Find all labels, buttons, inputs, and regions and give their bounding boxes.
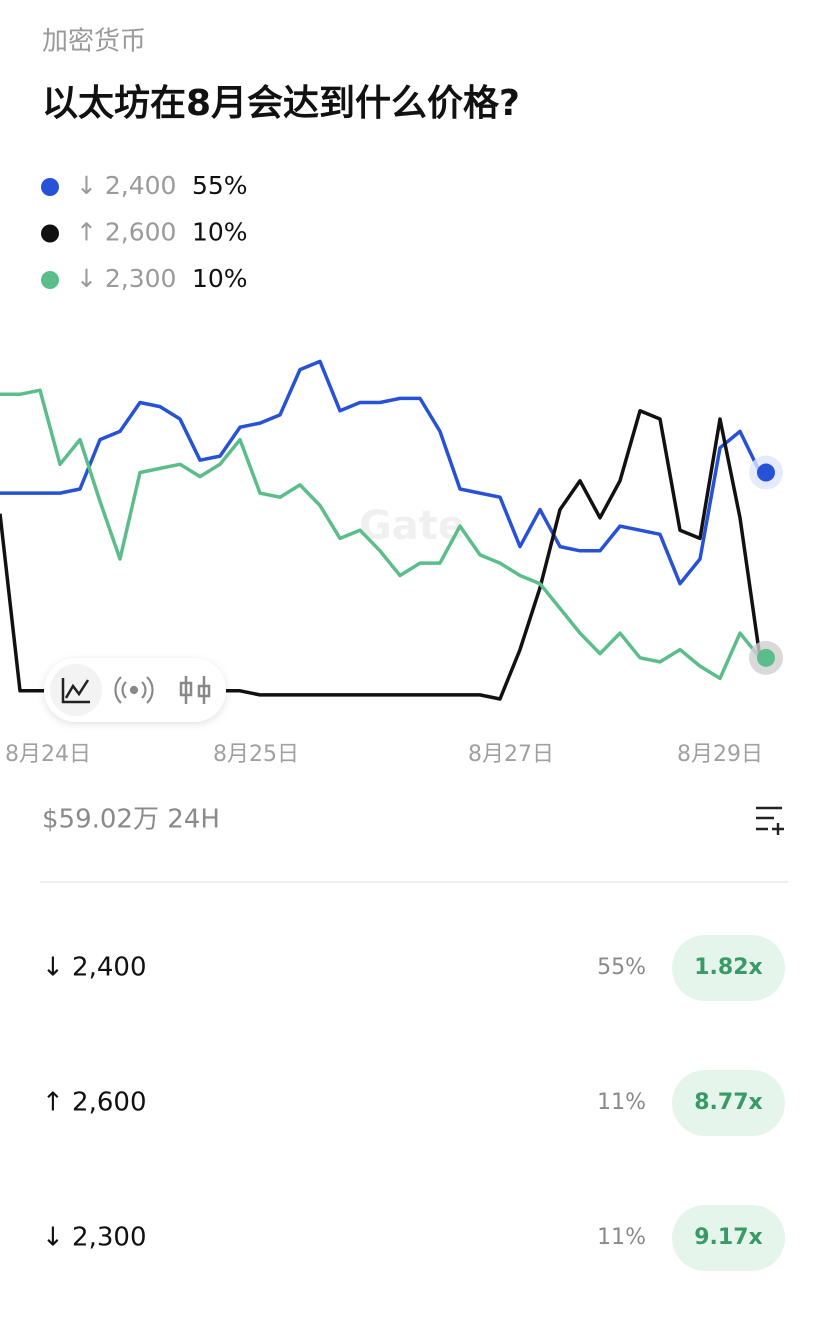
volume: $59.02万 24H bbox=[42, 805, 220, 835]
series-line bbox=[0, 359, 762, 586]
x-tick-label: 8月24日 bbox=[5, 742, 91, 767]
multiplier[interactable]: 1.82x bbox=[694, 955, 762, 980]
series-line bbox=[0, 409, 762, 701]
legend-value: 10% bbox=[192, 264, 248, 293]
candle-icon[interactable] bbox=[179, 676, 211, 704]
outcome-percent: 11% bbox=[597, 1090, 646, 1115]
multiplier-button[interactable] bbox=[672, 1205, 785, 1271]
outcome-name[interactable]: ↓ 2,400 bbox=[42, 953, 146, 983]
legend-name: ↓ 2,300 bbox=[76, 264, 176, 293]
chart-toolbar bbox=[44, 658, 226, 722]
end-dot bbox=[757, 648, 775, 667]
outcome-name[interactable]: ↑ 2,600 bbox=[42, 1088, 146, 1118]
outcome-percent: 11% bbox=[597, 1225, 646, 1250]
x-tick-label: 8月27日 bbox=[468, 742, 554, 767]
category: 加密货币 bbox=[42, 27, 146, 57]
line-chart-icon[interactable] bbox=[61, 678, 90, 704]
outcome-list: ↓ 2,400 55% 1.82x ↑ 2,600 11% 8.77x ↓ 2,300 11%… bbox=[42, 935, 785, 1271]
filter-icon[interactable] bbox=[756, 806, 784, 835]
x-tick-label: 8月29日 bbox=[677, 742, 763, 767]
legend-name: ↑ 2,600 bbox=[76, 218, 176, 247]
live-icon[interactable] bbox=[114, 676, 154, 704]
title: 以太坊在8月会达到什么价格? bbox=[42, 83, 520, 124]
legend-value: 55% bbox=[192, 171, 248, 200]
multiplier[interactable]: 8.77x bbox=[694, 1090, 762, 1115]
legend-name: ↓ 2,400 bbox=[76, 171, 176, 200]
series-line bbox=[0, 388, 762, 681]
legend-dot bbox=[41, 224, 59, 243]
legend-value: 10% bbox=[192, 218, 248, 247]
plot: Gate 8月24日 8月25日 8月27日 8月29日 bbox=[0, 359, 783, 767]
end-dot bbox=[757, 463, 775, 482]
outcome-name[interactable]: ↓ 2,300 bbox=[42, 1223, 146, 1253]
multiplier-button[interactable] bbox=[672, 1070, 785, 1136]
multiplier[interactable]: 9.17x bbox=[694, 1225, 762, 1250]
legend: ↓ 2,400 55% ↑ 2,600 10% ↓ 2,300 10% bbox=[41, 171, 248, 293]
x-tick-label: 8月25日 bbox=[213, 742, 299, 767]
outcome-percent: 55% bbox=[597, 955, 646, 980]
legend-dot bbox=[41, 178, 59, 196]
legend-dot bbox=[41, 271, 59, 289]
multiplier-button[interactable] bbox=[672, 935, 785, 1001]
watermark: Gate bbox=[359, 503, 465, 549]
